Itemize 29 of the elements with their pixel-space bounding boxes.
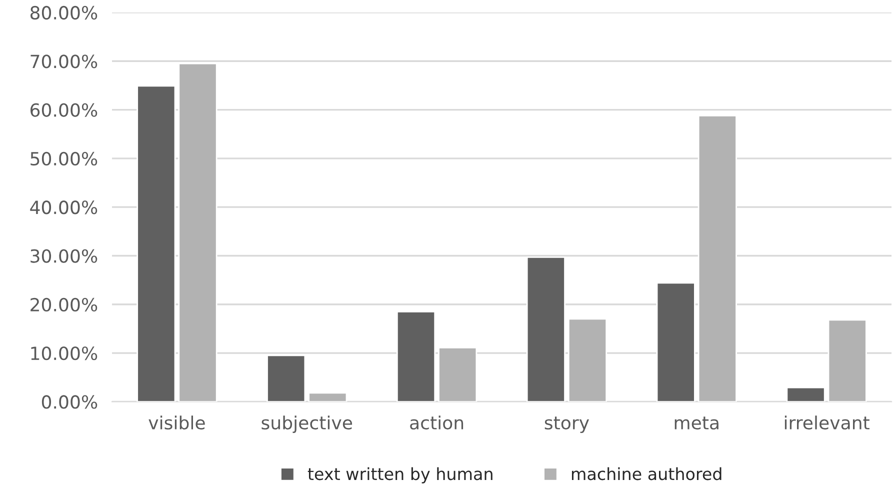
y-tick-label: 30.00% — [30, 249, 98, 263]
bar — [396, 310, 436, 402]
y-tick-label: 10.00% — [31, 346, 98, 360]
x-tick-label: visible — [148, 416, 205, 430]
bar — [656, 282, 696, 402]
x-tick-label: irrelevant — [784, 416, 870, 430]
y-tick-label: 20.00% — [30, 298, 98, 312]
x-tick-label: subjective — [262, 416, 352, 434]
legend-label: machine authored — [572, 467, 722, 480]
y-tick-label: 80.00% — [30, 6, 98, 20]
y-tick-label: 60.00% — [30, 103, 98, 117]
x-tick-label: meta — [674, 416, 718, 430]
bar — [438, 346, 478, 402]
bar — [828, 319, 867, 402]
bar — [308, 392, 348, 402]
bar — [568, 318, 608, 402]
y-tick-label: 40.00% — [30, 200, 98, 214]
legend-label: text written by human — [308, 467, 492, 484]
bar — [266, 354, 306, 402]
x-tick-label: action — [410, 416, 464, 430]
y-tick-label: 0.00% — [42, 395, 98, 409]
y-tick-label: 50.00% — [30, 152, 98, 166]
bar — [136, 85, 176, 402]
bar — [178, 62, 218, 402]
x-tick-label: story — [544, 416, 590, 434]
bar — [526, 256, 566, 402]
y-tick-label: 70.00% — [30, 54, 98, 68]
bar — [698, 114, 737, 402]
bar — [786, 386, 826, 402]
